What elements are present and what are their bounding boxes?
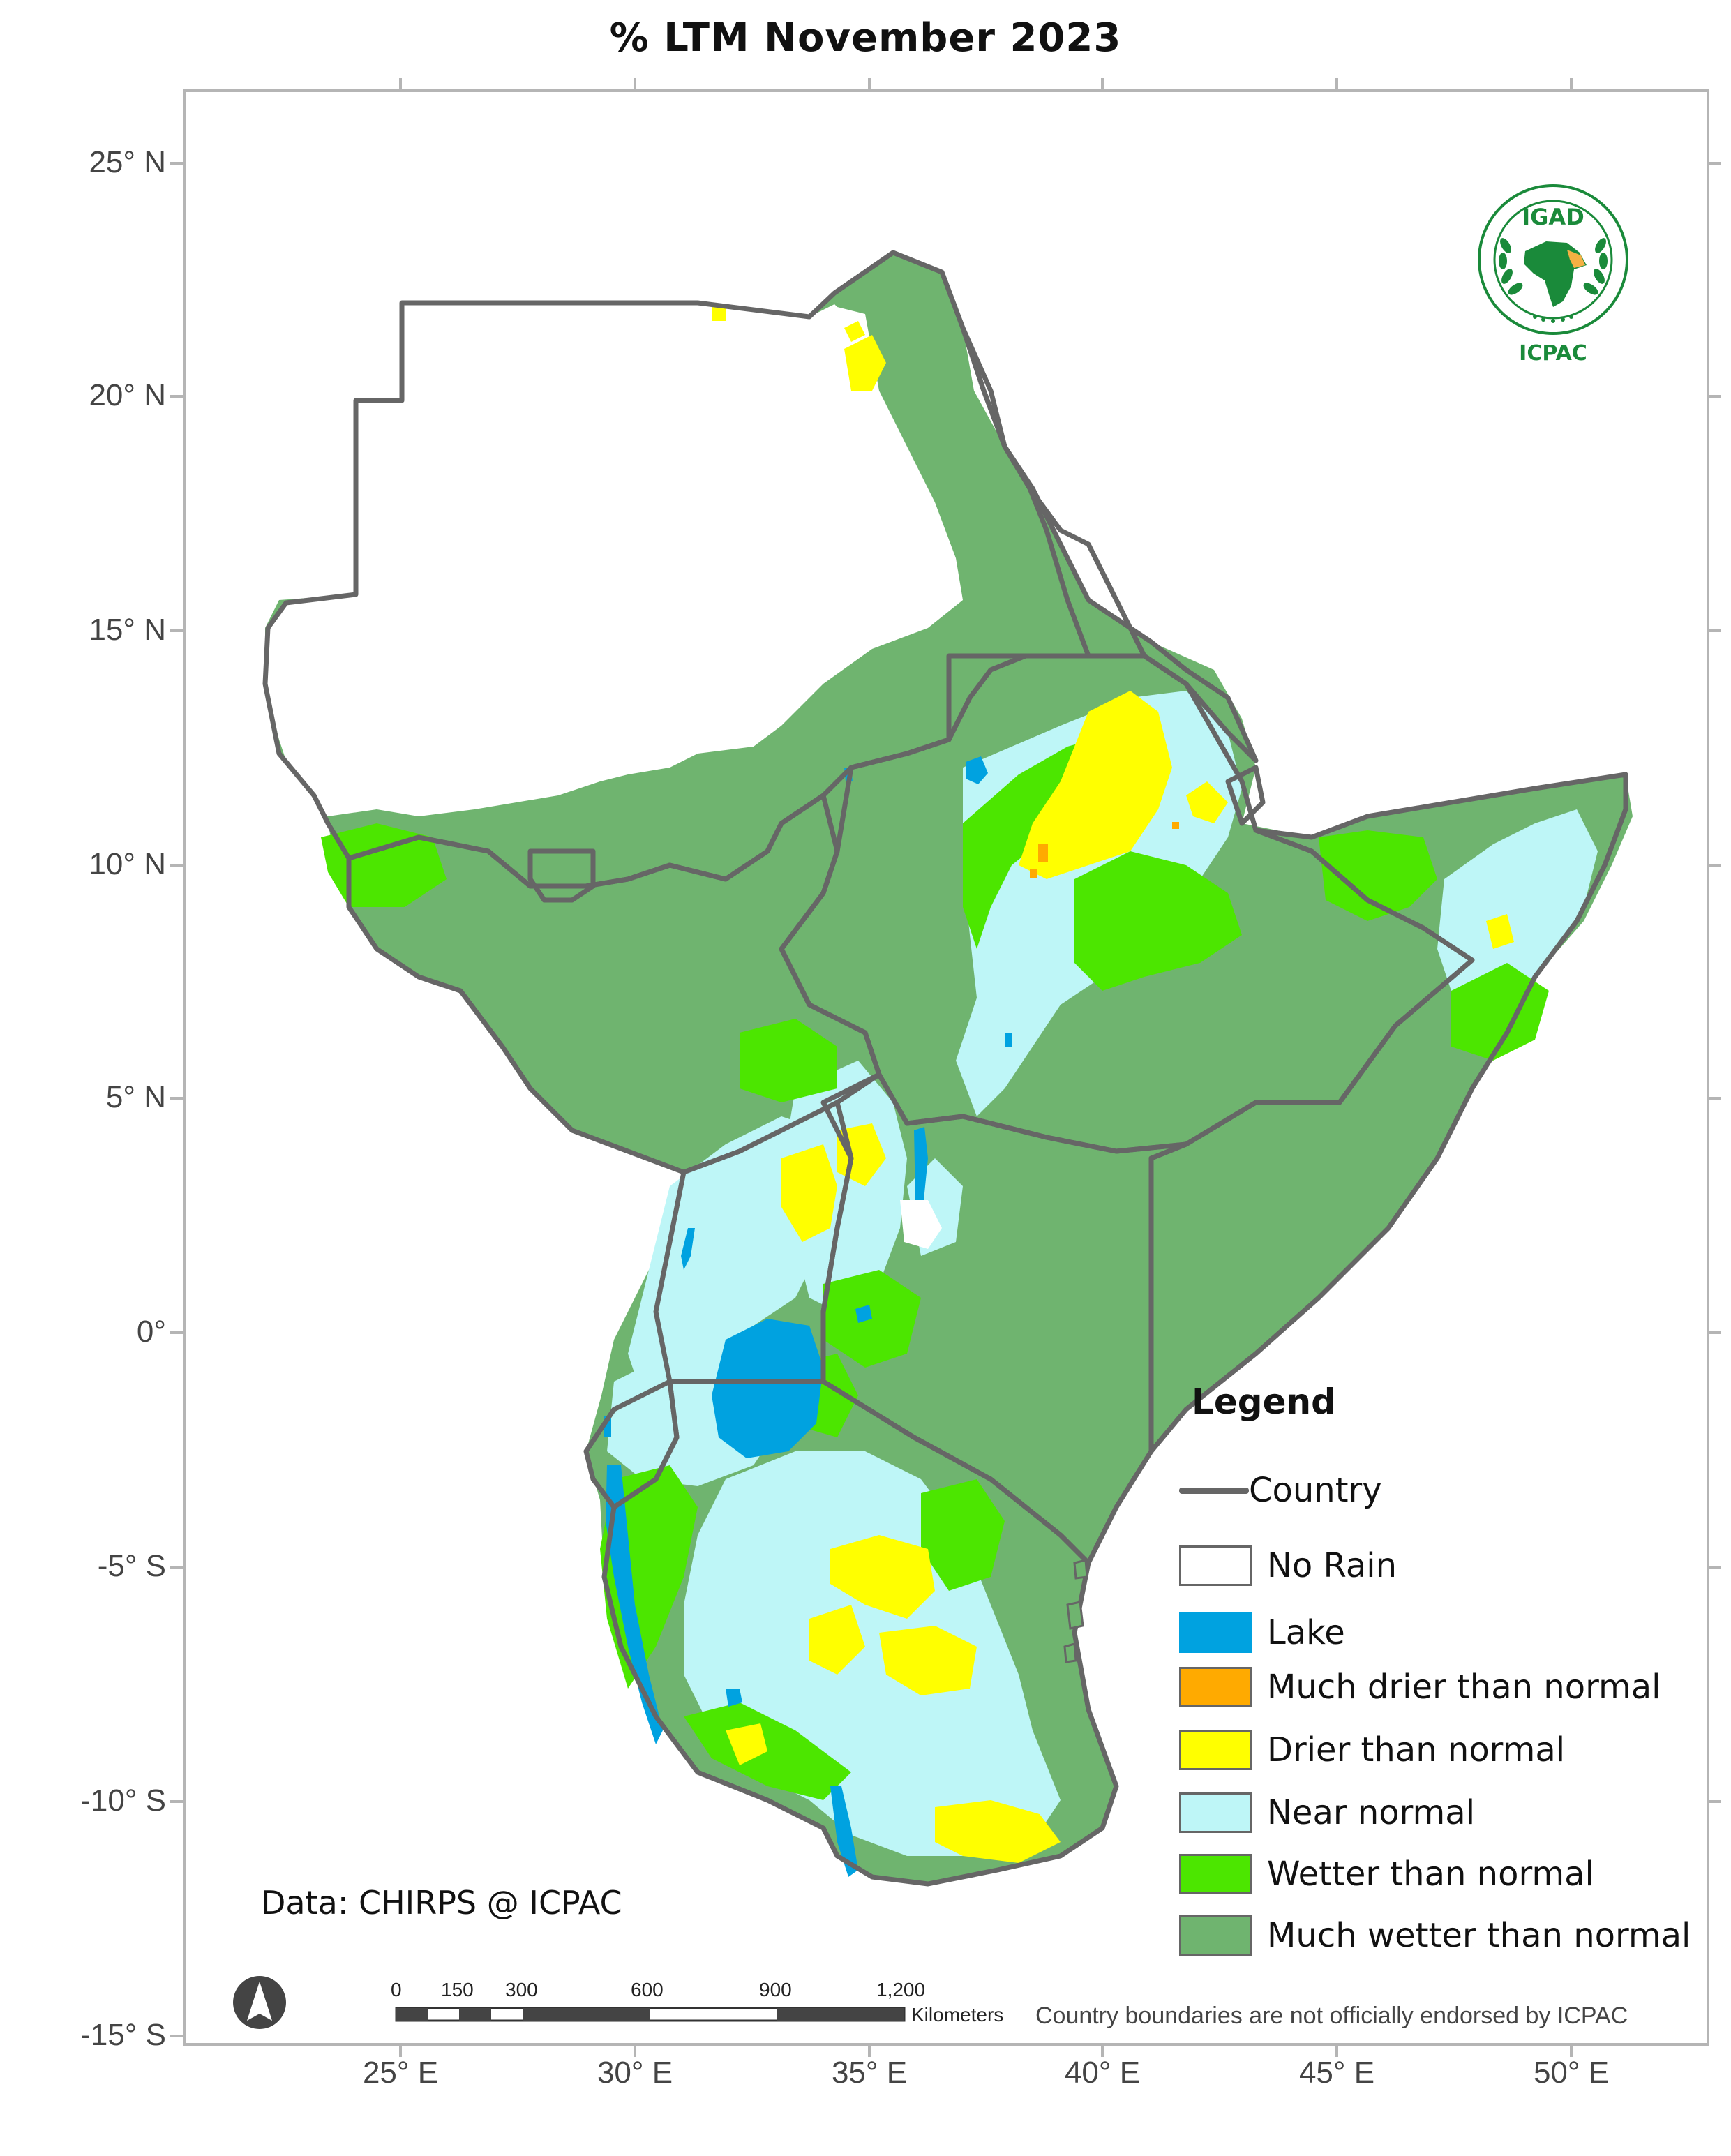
logo-stars-icon bbox=[1533, 315, 1573, 323]
scale-tick-900: 900 bbox=[759, 1979, 792, 2000]
lon-label-40e: 40° E bbox=[1064, 2056, 1141, 2090]
lakes bbox=[604, 756, 1012, 1877]
legend-item-lake: Lake bbox=[1179, 1610, 1345, 1655]
lon-label-45e: 45° E bbox=[1298, 2056, 1375, 2090]
map-frame bbox=[183, 89, 1709, 2046]
legend-swatch-no-rain bbox=[1179, 1545, 1252, 1586]
legend-label-much-drier: Much drier than normal bbox=[1267, 1668, 1661, 1707]
lat-label-25n: 25° N bbox=[89, 145, 166, 179]
legend-swatch-wetter bbox=[1179, 1854, 1252, 1894]
lon-label-50e: 50° E bbox=[1533, 2056, 1610, 2090]
rwanda-burundi-outline bbox=[583, 1379, 680, 1510]
legend-label-drier: Drier than normal bbox=[1267, 1730, 1566, 1769]
legend-swatch-much-wetter bbox=[1179, 1915, 1252, 1956]
lake-tana bbox=[966, 756, 988, 784]
logo-igad-text: IGAD bbox=[1522, 204, 1584, 230]
sudan-abyei bbox=[527, 848, 596, 903]
uganda-outline bbox=[653, 1100, 854, 1384]
lake-victoria bbox=[712, 1319, 823, 1458]
lat-label-0: 0° bbox=[136, 1315, 166, 1349]
laurel-right-icon bbox=[1583, 238, 1608, 295]
coastal-islands bbox=[1063, 1559, 1088, 1663]
lat-label-15s: -15° S bbox=[80, 2018, 166, 2052]
lat-label-15n: 15° N bbox=[89, 613, 166, 647]
legend-item-much-wetter: Much wetter than normal bbox=[1179, 1913, 1691, 1958]
lake-small-1 bbox=[855, 1305, 872, 1323]
legend-label-no-rain: No Rain bbox=[1267, 1546, 1397, 1585]
lon-label-25e: 25° E bbox=[362, 2056, 439, 2090]
legend-swatch-drier bbox=[1179, 1730, 1252, 1770]
laurel-left-icon bbox=[1499, 238, 1523, 295]
legend-label-lake: Lake bbox=[1267, 1613, 1345, 1652]
legend-swatch-much-drier bbox=[1179, 1667, 1252, 1707]
lake-small-2 bbox=[1005, 1033, 1012, 1047]
legend-label-near-normal: Near normal bbox=[1267, 1793, 1476, 1832]
logo-icpac-text: ICPAC bbox=[1519, 341, 1587, 366]
legend-item-near-normal: Near normal bbox=[1179, 1790, 1475, 1835]
tanzania-outline bbox=[601, 1379, 1119, 1887]
lat-label-10s: -10° S bbox=[80, 1783, 166, 1818]
drier-than-normal-patches bbox=[712, 307, 1514, 1863]
legend-label-country: Country bbox=[1249, 1471, 1382, 1510]
boundary-disclaimer: Country boundaries are not officially en… bbox=[1035, 2002, 1628, 2029]
lat-label-10n: 10° N bbox=[89, 847, 166, 881]
somalia-outline bbox=[1148, 772, 1628, 1454]
djibouti-outline bbox=[1225, 765, 1266, 826]
country-boundaries bbox=[262, 250, 1628, 1887]
no-rain-kenya bbox=[900, 1200, 942, 1249]
north-arrow-icon bbox=[233, 1976, 286, 2029]
legend-item-wetter: Wetter than normal bbox=[1179, 1852, 1594, 1896]
data-credit: Data: CHIRPS @ ICPAC bbox=[261, 1884, 622, 1922]
legend-label-wetter: Wetter than normal bbox=[1267, 1855, 1594, 1894]
lake-rukwa bbox=[726, 1689, 742, 1707]
legend-item-no-rain: No Rain bbox=[1179, 1543, 1397, 1588]
icpac-logo: IGAD ICPAC bbox=[1478, 184, 1628, 366]
lake-albert bbox=[681, 1228, 695, 1270]
scale-tick-300: 300 bbox=[505, 1979, 538, 2000]
lon-label-35e: 35° E bbox=[831, 2056, 908, 2090]
legend-swatch-lake bbox=[1179, 1612, 1252, 1653]
lake-turkana bbox=[914, 1127, 928, 1200]
country-line-swatch bbox=[1179, 1487, 1249, 1494]
scale-tick-0: 0 bbox=[391, 1979, 402, 2000]
igad-region-icon bbox=[1567, 250, 1585, 268]
scale-tick-1200: 1,200 bbox=[876, 1979, 926, 2000]
lon-label-30e: 30° E bbox=[597, 2056, 673, 2090]
lake-malawi bbox=[830, 1786, 858, 1877]
lat-label-5s: -5° S bbox=[97, 1549, 166, 1583]
legend-label-much-wetter: Much wetter than normal bbox=[1267, 1916, 1691, 1955]
legend-item-drier: Drier than normal bbox=[1179, 1728, 1565, 1772]
scale-bar bbox=[395, 2007, 906, 2022]
legend-item-much-drier: Much drier than normal bbox=[1179, 1665, 1661, 1709]
much-drier-than-normal-patches bbox=[1030, 822, 1179, 878]
lake-tanganyika bbox=[606, 1465, 663, 1744]
lat-label-20n: 20° N bbox=[89, 378, 166, 412]
map-title: % LTM November 2023 bbox=[609, 15, 1122, 61]
eritrea-outline bbox=[960, 325, 1259, 763]
legend-swatch-near-normal bbox=[1179, 1792, 1252, 1833]
graticule-ticks bbox=[170, 78, 1721, 2057]
lat-label-5n: 5° N bbox=[105, 1080, 166, 1114]
legend-title: Legend bbox=[1192, 1382, 1336, 1422]
scale-tick-150: 150 bbox=[441, 1979, 474, 2000]
scale-unit: Kilometers bbox=[911, 2004, 1004, 2026]
no-rain-area bbox=[265, 303, 963, 816]
scale-tick-600: 600 bbox=[631, 1979, 664, 2000]
legend-item-country: Country bbox=[1179, 1468, 1382, 1513]
